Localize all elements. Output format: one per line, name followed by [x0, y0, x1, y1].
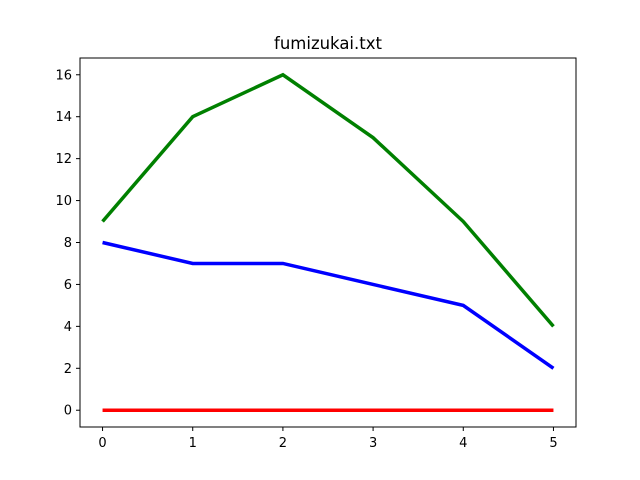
y-tick-label: 8 — [64, 236, 72, 251]
x-tick-label: 1 — [189, 436, 197, 451]
y-tick-label: 4 — [64, 320, 72, 335]
x-tick-label: 0 — [98, 436, 106, 451]
y-tick-label: 0 — [64, 404, 72, 419]
x-tick-label: 4 — [459, 436, 467, 451]
series-line-2 — [102, 240, 555, 370]
y-tick-label: 12 — [55, 152, 72, 167]
y-tick-label: 10 — [55, 194, 72, 209]
y-tick-label: 14 — [55, 110, 72, 125]
x-tick-label: 2 — [279, 436, 287, 451]
y-tick-label: 2 — [64, 362, 72, 377]
y-tick-label: 16 — [55, 68, 72, 83]
x-tick-label: 5 — [549, 436, 557, 451]
plot-frame — [79, 57, 577, 428]
x-tick-label: 3 — [369, 436, 377, 451]
chart-title: fumizukai.txt — [274, 34, 382, 53]
series-line-1 — [101, 72, 555, 328]
y-tick-label: 6 — [64, 278, 72, 293]
series-layer — [101, 72, 555, 412]
